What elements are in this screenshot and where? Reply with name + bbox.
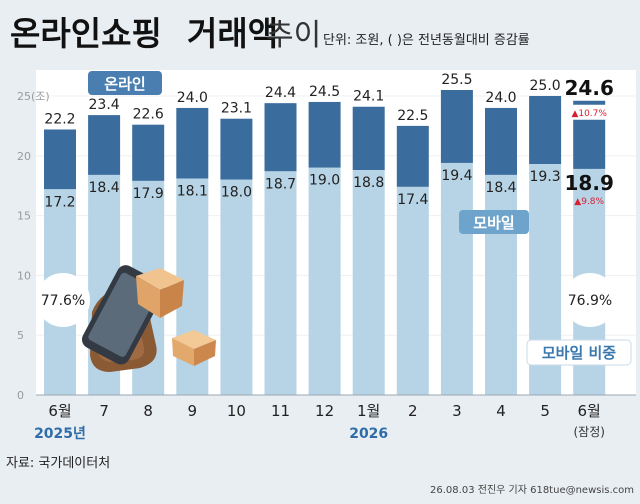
mobile-legend-label: 모바일 [473,214,514,232]
source-note: 자료: 국가데이터처 [6,456,110,471]
mobile-bar [264,171,297,395]
online-bar [529,95,562,165]
year-label: 2025년 [34,426,86,442]
online-bar [396,125,429,187]
online-value-label: 24.4 [265,85,296,101]
parcel-top [136,268,184,290]
mobile-value-label: 18.0 [221,185,252,201]
x-tick-label: 1월 [357,402,380,420]
online-value-label: 23.4 [89,97,120,113]
x-tick-label: 11 [271,402,290,420]
provisional-label: (잠정) [573,425,604,439]
mobile-yoy-label: ▲9.8% [574,197,604,207]
mobile-legend-box [459,210,529,234]
y-tick-label: 15 [17,210,31,223]
online-bar [132,124,165,181]
x-tick-label: 10 [227,402,246,420]
online-bar [352,106,385,171]
online-legend-box [88,71,162,95]
mobile-value-label: 18.4 [485,180,516,196]
online-yoy-badge [567,104,612,120]
online-value-label: 24.1 [353,89,384,105]
x-tick-label: 2 [408,402,418,420]
chart-title-bold: 거래액 [187,14,278,53]
mobile-value-label: 18.4 [89,180,120,196]
year-label: 2026 [349,426,388,442]
x-tick-label: 9 [188,402,198,420]
x-tick-label: 12 [315,402,334,420]
mobile-value-label: 19.0 [309,173,340,189]
y-tick-label: 25(조) [17,90,50,103]
online-bar [88,115,121,175]
online-value-label: 24.5 [309,84,340,100]
mobile-value-label: 18.8 [353,175,384,191]
online-value-label: 25.5 [441,72,472,88]
mobile-value-label: 19.4 [441,168,472,184]
online-value-label: 24.0 [177,90,208,106]
online-value-label: 22.6 [133,107,164,123]
mobile-share-box [526,339,632,366]
parcel-left [136,276,160,318]
share-value-first: 77.6% [41,293,85,309]
online-yoy-label: ▲10.7% [571,109,607,119]
mobile-value-label-latest: 18.9 [565,171,614,195]
online-value-label: 24.0 [485,90,516,106]
phone-hand-illustration [81,265,216,372]
mobile-value-label: 18.1 [177,184,208,200]
x-tick-label: 5 [540,402,550,420]
mobile-share-label: 모바일 비중 [542,344,616,362]
mobile-bar [440,162,473,395]
x-tick-label: 8 [143,402,153,420]
parcel2-left [172,338,194,366]
x-tick-label: 4 [496,402,506,420]
mobile-value-label: 18.7 [265,176,296,192]
mobile-bar [485,174,517,395]
online-bar [264,103,297,172]
credit-note: 26.08.03 전진우 기자 618tue@newsis.com [430,484,634,496]
y-tick-label: 20 [17,150,31,163]
unit-note: 단위: 조원, ( )은 전년동월대비 증감률 [323,33,530,48]
parcel2-top [172,330,216,349]
parcel-right [160,280,184,318]
chart-title-main: 온라인쇼핑 [10,14,162,53]
mobile-bar [396,186,429,395]
share-circle-first [36,273,90,327]
parcel2-right [194,340,216,366]
online-bar [485,107,517,175]
y-tick-label: 0 [17,389,24,402]
share-circle-last [563,273,617,327]
mobile-value-label: 17.9 [133,186,164,202]
online-value-label: 25.0 [530,78,561,94]
y-tick-label: 10 [17,269,31,282]
mobile-value-label: 17.4 [397,192,428,208]
mobile-value-label: 17.2 [44,194,75,210]
online-value-label-latest: 24.6 [565,76,614,100]
online-value-label: 23.1 [221,101,252,117]
x-tick-label: 7 [99,402,109,420]
x-tick-label: 6월 [48,402,71,420]
online-bar [440,90,473,163]
online-bar [176,107,209,179]
y-tick-label: 5 [17,329,24,342]
chart-title-light: 추이 [266,18,321,53]
x-tick-label: 6월 [578,402,601,420]
mobile-bar [220,179,253,395]
online-value-label: 22.5 [397,108,428,124]
mobile-value-label: 19.3 [530,169,561,185]
online-value-label: 22.2 [44,111,75,127]
online-legend-label: 온라인 [104,75,145,93]
x-tick-label: 3 [452,402,462,420]
mobile-bar [352,170,385,395]
online-bar [44,129,76,190]
share-value-last: 76.9% [568,293,612,309]
online-bar [220,118,253,180]
mobile-bar [308,167,341,395]
online-bar [308,101,341,168]
